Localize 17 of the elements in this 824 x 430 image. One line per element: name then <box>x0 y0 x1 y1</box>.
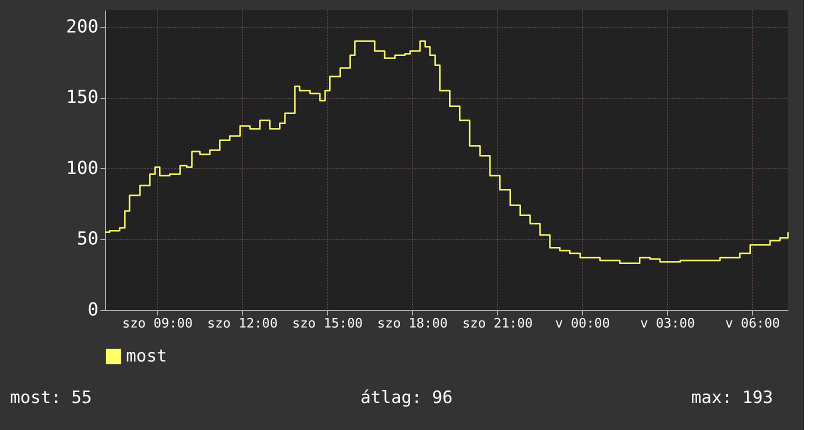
text: most: 55 <box>10 388 92 408</box>
y-tick-label: 0 <box>88 300 98 320</box>
x-tick-label: szo 18:00 <box>377 316 448 332</box>
x-tick-label: szo 15:00 <box>292 316 363 332</box>
text: max: 193 <box>691 388 773 408</box>
x-tick-label: szo 21:00 <box>462 316 533 332</box>
y-tick-label: 50 <box>76 228 98 250</box>
y-tick-label: 200 <box>66 16 98 38</box>
x-tick-label: szo 09:00 <box>122 316 193 332</box>
x-tick-label: szo 12:00 <box>207 316 278 332</box>
y-tick-label: 100 <box>66 158 98 179</box>
y-tick-label: 150 <box>66 87 98 108</box>
legend-label: most <box>126 346 167 366</box>
x-tick-label: v 06:00 <box>725 316 780 332</box>
x-tick-label: v 00:00 <box>555 316 610 332</box>
text: átlag: 96 <box>360 388 453 408</box>
x-tick-label: v 03:00 <box>640 316 695 332</box>
